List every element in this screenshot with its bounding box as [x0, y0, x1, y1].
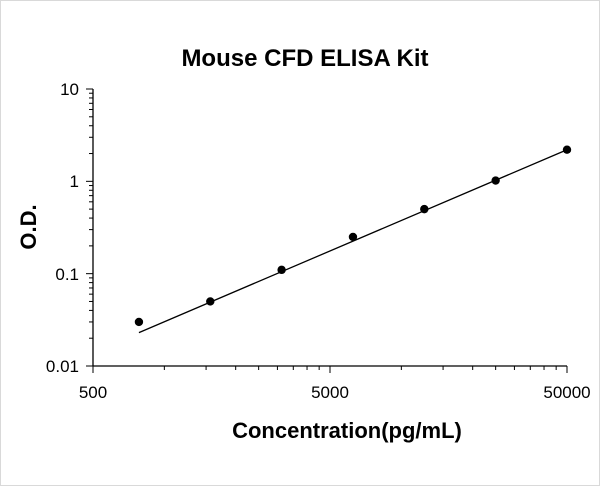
y-tick-label: 1 — [70, 172, 79, 191]
y-tick-label: 0.01 — [46, 357, 79, 376]
data-point — [491, 176, 500, 185]
data-point — [134, 317, 144, 327]
fit-line — [138, 149, 568, 334]
y-tick-label: 10 — [60, 80, 79, 99]
y-axis-label: O.D. — [16, 204, 41, 249]
data-point — [562, 145, 572, 154]
x-axis-label: Concentration(pg/mL) — [232, 418, 462, 443]
x-tick-label: 50000 — [543, 383, 590, 402]
x-tick-label: 500 — [79, 383, 107, 402]
plot-area — [134, 145, 572, 334]
data-point — [277, 265, 286, 275]
x-tick-label: 5000 — [311, 383, 349, 402]
axes — [86, 88, 568, 373]
data-point — [348, 232, 358, 242]
chart-title: Mouse CFD ELISA Kit — [181, 45, 428, 72]
y-tick-label: 0.1 — [55, 265, 79, 284]
data-point — [206, 297, 215, 306]
data-point — [420, 204, 429, 214]
